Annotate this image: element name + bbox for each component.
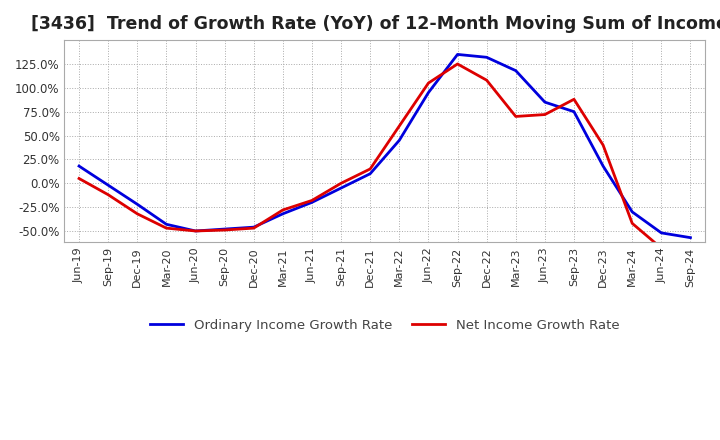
- Ordinary Income Growth Rate: [366, 171, 374, 176]
- Net Income Growth Rate: [424, 81, 433, 86]
- Ordinary Income Growth Rate: [104, 183, 112, 188]
- Ordinary Income Growth Rate: [395, 138, 404, 143]
- Ordinary Income Growth Rate: [337, 185, 346, 191]
- Title: [3436]  Trend of Growth Rate (YoY) of 12-Month Moving Sum of Incomes: [3436] Trend of Growth Rate (YoY) of 12-…: [31, 15, 720, 33]
- Ordinary Income Growth Rate: [541, 99, 549, 105]
- Net Income Growth Rate: [628, 221, 636, 226]
- Net Income Growth Rate: [220, 227, 229, 233]
- Net Income Growth Rate: [686, 242, 695, 248]
- Ordinary Income Growth Rate: [424, 90, 433, 95]
- Line: Ordinary Income Growth Rate: Ordinary Income Growth Rate: [79, 55, 690, 238]
- Ordinary Income Growth Rate: [220, 227, 229, 232]
- Net Income Growth Rate: [453, 61, 462, 66]
- Ordinary Income Growth Rate: [628, 209, 636, 215]
- Net Income Growth Rate: [570, 97, 578, 102]
- Legend: Ordinary Income Growth Rate, Net Income Growth Rate: Ordinary Income Growth Rate, Net Income …: [145, 314, 624, 337]
- Net Income Growth Rate: [482, 77, 491, 83]
- Net Income Growth Rate: [511, 114, 520, 119]
- Ordinary Income Growth Rate: [75, 163, 84, 169]
- Net Income Growth Rate: [133, 211, 142, 216]
- Net Income Growth Rate: [162, 225, 171, 231]
- Ordinary Income Growth Rate: [192, 228, 200, 234]
- Ordinary Income Growth Rate: [482, 55, 491, 60]
- Ordinary Income Growth Rate: [133, 202, 142, 207]
- Ordinary Income Growth Rate: [249, 224, 258, 230]
- Net Income Growth Rate: [657, 246, 666, 251]
- Ordinary Income Growth Rate: [570, 109, 578, 114]
- Ordinary Income Growth Rate: [162, 222, 171, 227]
- Ordinary Income Growth Rate: [511, 68, 520, 73]
- Net Income Growth Rate: [395, 123, 404, 128]
- Net Income Growth Rate: [75, 176, 84, 181]
- Ordinary Income Growth Rate: [453, 52, 462, 57]
- Net Income Growth Rate: [599, 143, 608, 148]
- Ordinary Income Growth Rate: [307, 200, 316, 205]
- Net Income Growth Rate: [279, 207, 287, 213]
- Net Income Growth Rate: [249, 225, 258, 231]
- Net Income Growth Rate: [366, 166, 374, 172]
- Ordinary Income Growth Rate: [657, 230, 666, 235]
- Net Income Growth Rate: [192, 228, 200, 234]
- Net Income Growth Rate: [307, 198, 316, 203]
- Ordinary Income Growth Rate: [599, 163, 608, 169]
- Ordinary Income Growth Rate: [279, 211, 287, 216]
- Net Income Growth Rate: [104, 192, 112, 198]
- Ordinary Income Growth Rate: [686, 235, 695, 240]
- Line: Net Income Growth Rate: Net Income Growth Rate: [79, 64, 690, 248]
- Net Income Growth Rate: [337, 181, 346, 186]
- Net Income Growth Rate: [541, 112, 549, 117]
